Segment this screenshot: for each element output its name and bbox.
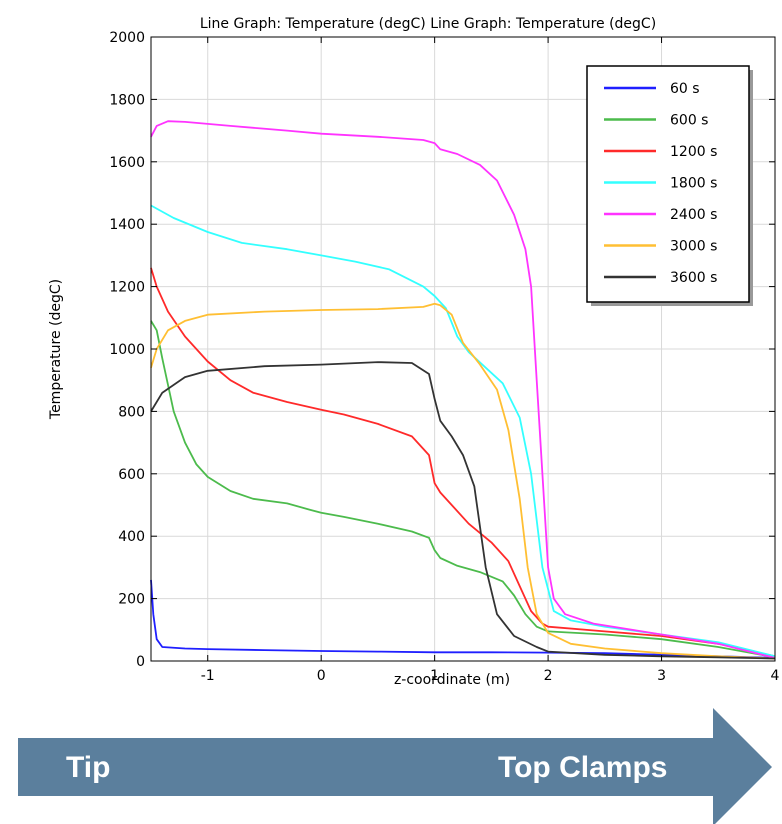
arrow-left-label: Tip [66, 751, 110, 784]
y-tick-label: 0 [136, 654, 145, 670]
series-line-3600-s [150, 361, 776, 660]
legend-label: 3000 s [670, 239, 717, 255]
x-tick-label: 2 [544, 668, 553, 684]
y-tick-label: 600 [118, 467, 145, 483]
y-tick-label: 1800 [109, 92, 145, 108]
legend: 60 s 600 s 1200 s 1800 s 2400 s 3000 s 3600 s [586, 65, 753, 306]
series-line-2400-s [150, 120, 776, 659]
x-tick-label: 3 [657, 668, 666, 684]
y-tick-label: 2000 [109, 30, 145, 46]
legend-label: 600 s [670, 113, 708, 129]
x-tick-label: 1 [430, 668, 439, 684]
y-tick-label: 400 [118, 529, 145, 545]
legend-items: 60 s 600 s 1200 s 1800 s 2400 s 3000 s 3600 s [604, 81, 717, 286]
arrow-shape [18, 708, 772, 824]
y-tick-label: 200 [118, 592, 145, 608]
x-tick-label: 0 [317, 668, 326, 684]
y-tick-label: 1000 [109, 342, 145, 358]
direction-arrow: Tip Top Clamps [18, 708, 772, 824]
ticks-layer: -1 0 1 2 3 4 0 200 400 600 800 1000 1200 1400 1600 1800… [109, 30, 779, 684]
series-line-60-s [150, 579, 776, 659]
y-axis-label: Temperature (degC) [48, 279, 64, 420]
chart-title: Line Graph: Temperature (degC) Line Grap… [200, 16, 656, 32]
legend-label: 1200 s [670, 144, 717, 160]
series-line-1200-s [150, 267, 776, 658]
arrow-right-label: Top Clamps [498, 751, 667, 784]
y-tick-label: 1200 [109, 280, 145, 296]
y-tick-label: 1600 [109, 155, 145, 171]
legend-label: 1800 s [670, 176, 717, 192]
legend-box [586, 65, 750, 303]
x-tick-label: -1 [201, 668, 215, 684]
legend-label: 60 s [670, 81, 700, 97]
series-layer [150, 120, 776, 660]
legend-label: 2400 s [670, 207, 717, 223]
x-axis-label: z-coordinate (m) [394, 672, 510, 688]
series-line-1800-s [150, 204, 776, 658]
y-tick-label: 800 [118, 404, 145, 420]
y-tick-label: 1400 [109, 217, 145, 233]
series-line-3000-s [150, 302, 776, 660]
series-line-600-s [150, 320, 776, 659]
legend-label: 3600 s [670, 270, 717, 286]
x-tick-label: 4 [771, 668, 780, 684]
